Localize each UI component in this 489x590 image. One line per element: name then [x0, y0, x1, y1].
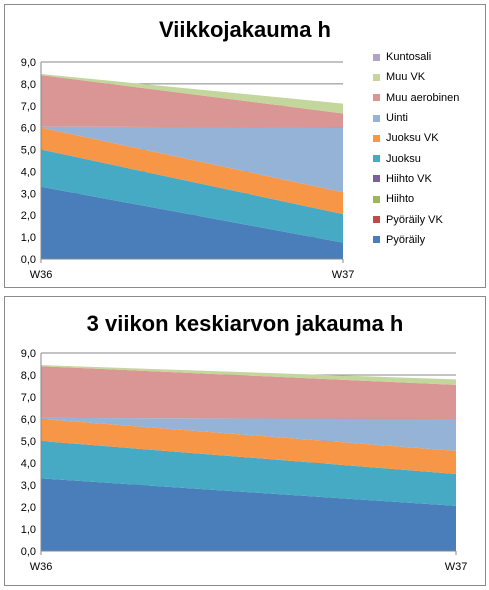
- x-tick-label: W37: [445, 561, 468, 573]
- area-juoksu: [41, 149, 343, 243]
- y-tick-label: 5,0: [21, 436, 36, 448]
- weekly-distribution-chart: Viikkojakauma h 0,0 1,0 2,0 3,0 4,0 5,0 6,0 7,0…: [4, 4, 486, 288]
- legend-label: Pyöräily: [386, 233, 426, 246]
- legend-item-hiihto-vk: Hiihto VK: [373, 169, 459, 189]
- y-tick-label: 6,0: [21, 123, 36, 135]
- weekly-distribution-plot: 0,0 1,0 2,0 3,0 4,0 5,0 6,0 7,0 8,0 9,0 W36 W37: [21, 57, 355, 281]
- legend-swatch: [373, 175, 380, 183]
- legend-label: Muu VK: [386, 71, 426, 84]
- area-pyoraily: [41, 478, 456, 551]
- legend-item-juoksu-vk: Juoksu VK: [373, 128, 459, 148]
- legend-label: Muu aerobinen: [386, 91, 460, 104]
- legend-label: Hiihto: [386, 193, 415, 206]
- legend-swatch: [373, 94, 380, 102]
- legend-label: Juoksu: [386, 152, 421, 165]
- legend-swatch: [373, 216, 380, 224]
- chart-title: 3 viikon keskiarvon jakauma h: [86, 311, 404, 336]
- y-tick-label: 3,0: [21, 188, 36, 200]
- legend-item-kuntosali: Kuntosali: [373, 47, 459, 67]
- legend-swatch: [373, 236, 380, 244]
- three-week-average-chart: 3 viikon keskiarvon jakauma h 0,0 1,0 2,0 3…: [4, 296, 486, 586]
- area-muu-vk: [41, 74, 343, 114]
- legend-item-juoksu: Juoksu: [373, 148, 459, 168]
- legend-label: Kuntosali: [386, 51, 432, 64]
- area-uinti: [41, 126, 343, 193]
- y-tick-label: 5,0: [21, 145, 36, 157]
- legend-item-pyoraily-vk: Pyöräily VK: [373, 209, 459, 229]
- legend-label: Uinti: [386, 112, 409, 125]
- y-tick-label: 4,0: [21, 166, 36, 178]
- legend-item-muu-vk: Muu VK: [373, 67, 459, 87]
- area-muu-aerobinen: [41, 366, 456, 419]
- y-tick-label: 2,0: [21, 502, 36, 514]
- y-tick-label: 1,0: [21, 232, 36, 244]
- legend-item-muu-aerobinen: Muu aerobinen: [373, 88, 459, 108]
- legend-item-hiihto: Hiihto: [373, 189, 459, 209]
- legend-swatch: [373, 155, 380, 163]
- area-juoksu-vk: [41, 419, 456, 474]
- legend-item-uinti: Uinti: [373, 108, 459, 128]
- area-juoksu-vk: [41, 127, 343, 215]
- y-tick-label: 1,0: [21, 524, 36, 536]
- area-muu-vk: [41, 365, 456, 385]
- legend-swatch: [373, 53, 380, 61]
- y-tick-label: 8,0: [21, 370, 36, 382]
- area-kuntosali: [41, 74, 343, 104]
- area-muu-aerobinen: [41, 75, 343, 128]
- legend-swatch: [373, 134, 380, 142]
- legend-swatch: [373, 114, 380, 122]
- y-tick-label: 3,0: [21, 480, 36, 492]
- y-tick-label: 0,0: [21, 546, 36, 558]
- legend-label: Juoksu VK: [386, 132, 439, 145]
- area-uinti: [41, 417, 456, 451]
- x-tick-label: W36: [30, 269, 53, 281]
- x-tick-label: W36: [30, 561, 53, 573]
- chart-legend: Kuntosali Muu VK Muu aerobinen Uinti Juoksu …: [373, 47, 459, 250]
- legend-label: Pyöräily VK: [386, 213, 443, 226]
- legend-label: Hiihto VK: [386, 172, 432, 185]
- y-tick-label: 0,0: [21, 254, 36, 266]
- area-juoksu: [41, 441, 456, 506]
- x-tick-label: W37: [332, 269, 355, 281]
- legend-swatch: [373, 73, 380, 81]
- y-tick-label: 8,0: [21, 79, 36, 91]
- legend-swatch: [373, 195, 380, 203]
- three-week-average-plot: 0,0 1,0 2,0 3,0 4,0 5,0 6,0 7,0 8,0 9,0 W36 W37: [21, 348, 468, 573]
- y-tick-label: 7,0: [21, 101, 36, 113]
- legend-item-pyoraily: Pyöräily: [373, 230, 459, 250]
- y-tick-label: 6,0: [21, 414, 36, 426]
- chart-title: Viikkojakauma h: [158, 17, 331, 42]
- y-tick-label: 7,0: [21, 392, 36, 404]
- area-pyoraily: [41, 186, 343, 259]
- y-tick-label: 9,0: [21, 57, 36, 69]
- y-tick-label: 4,0: [21, 458, 36, 470]
- y-tick-label: 9,0: [21, 348, 36, 360]
- y-tick-label: 2,0: [21, 210, 36, 222]
